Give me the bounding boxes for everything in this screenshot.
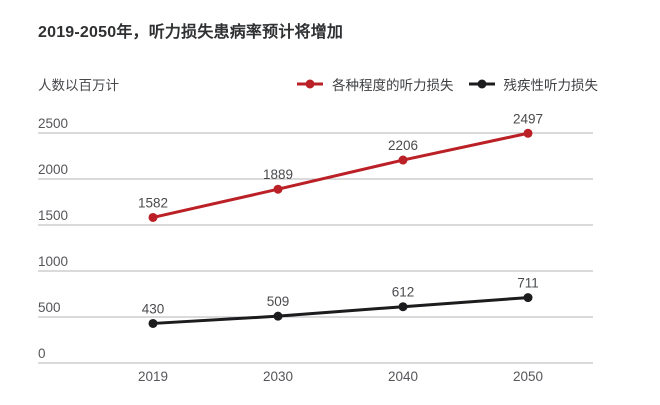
data-point-1-2019 <box>148 318 158 328</box>
y-tick-label-500: 500 <box>38 300 61 315</box>
data-point-1-2030 <box>273 311 283 321</box>
data-label-1-2030: 509 <box>267 294 290 309</box>
data-label-1-2019: 430 <box>142 301 165 316</box>
legend-line-dot-marker <box>468 79 495 89</box>
legend-label-0: 各种程度的听力损失 <box>332 78 454 93</box>
chart-meta-row: 人数以百万计 各种程度的听力损失 残疾性听力损失 <box>38 74 598 94</box>
data-point-0-2019 <box>148 212 158 222</box>
x-tick-label-2040: 2040 <box>388 369 418 384</box>
y-axis-title: 人数以百万计 <box>38 78 119 93</box>
x-tick-label-2019: 2019 <box>138 369 168 384</box>
legend-item-0: 各种程度的听力损失 <box>296 74 454 94</box>
legend-label-1: 残疾性听力损失 <box>503 78 599 93</box>
chart-title: 2019-2050年，听力损失患病率预计将增加 <box>38 24 344 41</box>
data-label-1-2050: 711 <box>517 276 539 291</box>
legend-line-dot-marker <box>297 79 323 89</box>
data-point-1-2040 <box>398 302 408 312</box>
data-point-0-2030 <box>273 184 283 194</box>
x-tick-label-2030: 2030 <box>263 369 293 384</box>
y-tick-label-2000: 2000 <box>38 162 68 177</box>
legend-item-1: 残疾性听力损失 <box>468 74 599 94</box>
data-point-1-2050 <box>523 293 533 303</box>
y-tick-label-1500: 1500 <box>38 208 68 223</box>
series-line-1 <box>151 296 530 325</box>
legend-marker-dot <box>305 79 315 89</box>
legend-marker-dot <box>477 79 486 89</box>
data-label-0-2040: 2206 <box>388 138 418 153</box>
y-tick-label-1000: 1000 <box>38 254 68 269</box>
data-point-0-2040 <box>398 155 408 165</box>
data-label-0-2030: 1889 <box>263 167 293 182</box>
x-tick-label-2050: 2050 <box>513 369 543 384</box>
data-point-0-2050 <box>523 128 533 138</box>
data-label-0-2050: 2497 <box>513 111 543 126</box>
data-label-1-2040: 612 <box>392 285 415 300</box>
data-label-0-2019: 1582 <box>138 195 168 210</box>
legend: 各种程度的听力损失 残疾性听力损失 <box>296 74 598 94</box>
y-tick-label-2500: 2500 <box>38 116 68 131</box>
series-line-0 <box>151 131 530 219</box>
y-tick-label-0: 0 <box>38 346 46 361</box>
